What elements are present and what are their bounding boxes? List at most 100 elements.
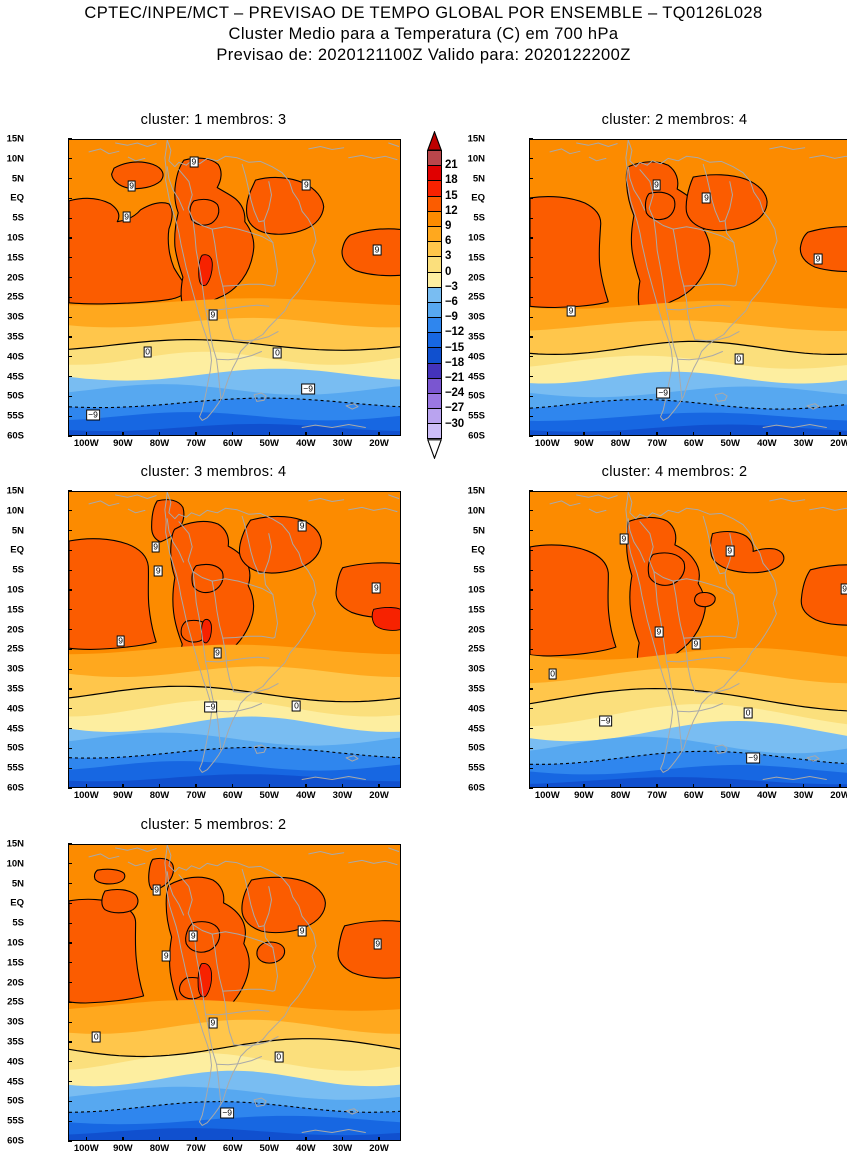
x-axis-label: 70W bbox=[186, 438, 206, 449]
y-axis-tick bbox=[68, 257, 72, 259]
y-axis-tick bbox=[68, 316, 72, 318]
y-axis-tick bbox=[529, 708, 533, 710]
panel-cluster-4[interactable]: cluster: 4 membros: 2 9 9 9 9 9 0 0 −9 −9 15N 10N 5N… bbox=[468, 464, 847, 801]
y-axis-label: 50S bbox=[7, 1095, 24, 1107]
y-axis-tick bbox=[529, 316, 533, 318]
y-axis-label: 35S bbox=[468, 331, 485, 343]
y-axis-tick bbox=[529, 415, 533, 417]
contour-label: 9 bbox=[840, 583, 847, 595]
contour-label: 9 bbox=[208, 309, 218, 321]
panel-cluster-1[interactable]: cluster: 1 membros: 3 9 9 9 9 9 9 0 0 −9 −9 15N 10N 5… bbox=[7, 112, 401, 449]
contour-label: 9 bbox=[372, 244, 382, 256]
y-axis-label: 5S bbox=[473, 212, 485, 224]
x-axis-label: 90W bbox=[113, 790, 133, 801]
y-axis-label: 25S bbox=[7, 996, 24, 1008]
x-axis-tick bbox=[85, 432, 87, 436]
x-axis-tick bbox=[692, 784, 695, 788]
y-axis-label: 20S bbox=[7, 272, 24, 284]
y-axis-label: 60S bbox=[7, 1135, 24, 1147]
y-axis-label: 15N bbox=[6, 485, 24, 497]
contour-label: 0 bbox=[143, 346, 152, 358]
x-axis-label: 100W bbox=[73, 1143, 99, 1154]
y-axis-label: 60S bbox=[468, 430, 485, 442]
y-axis-tick bbox=[68, 648, 72, 651]
map-plot-area[interactable]: 9 9 9 9 9 0 0 −9 −9 bbox=[529, 491, 847, 788]
x-axis-tick bbox=[656, 432, 658, 436]
contour-label: −9 bbox=[598, 715, 613, 727]
colorbar-tick-label: 3 bbox=[445, 250, 452, 263]
x-axis-tick bbox=[305, 1137, 307, 1141]
colorbar-swatch bbox=[427, 150, 442, 166]
colorbar-swatch bbox=[427, 317, 442, 333]
panel-cluster-5[interactable]: cluster: 5 membros: 2 9 9 9 9 9 9 0 0 −9 15N 10N 5N E… bbox=[7, 817, 401, 1154]
x-axis-label: 80W bbox=[149, 1143, 170, 1154]
y-axis-label: 10N bbox=[6, 858, 24, 870]
colorbar-swatch bbox=[427, 241, 442, 257]
y-axis-tick bbox=[68, 435, 72, 437]
y-axis-label: 5S bbox=[12, 917, 24, 929]
x-axis-label: 30W bbox=[332, 790, 353, 801]
contour-label: 9 bbox=[152, 884, 161, 896]
x-axis-tick bbox=[305, 432, 307, 436]
x-axis-tick bbox=[656, 784, 658, 788]
y-axis-label: 25S bbox=[7, 643, 24, 655]
y-axis-label: 35S bbox=[7, 683, 24, 695]
y-axis-label: 25S bbox=[468, 291, 485, 303]
x-axis-label: 20W bbox=[830, 790, 847, 801]
map-plot-area[interactable]: 9 9 9 9 9 9 −9 0 bbox=[68, 491, 401, 788]
y-axis-tick bbox=[529, 138, 533, 140]
x-axis-tick bbox=[341, 1137, 344, 1141]
y-axis-tick bbox=[68, 549, 72, 552]
y-axis-label: 55S bbox=[7, 762, 24, 774]
y-axis-label: 10S bbox=[468, 584, 485, 596]
y-axis-label: EQ bbox=[471, 192, 485, 204]
colorbar-bottom-arrow bbox=[427, 439, 442, 460]
x-axis-tick bbox=[378, 784, 380, 788]
panel-cluster-3[interactable]: cluster: 3 membros: 4 9 9 9 9 9 9 −9 0 15N 10N 5N EQ… bbox=[7, 464, 401, 801]
y-axis-label: 45S bbox=[468, 723, 485, 735]
x-axis-tick bbox=[195, 1137, 197, 1141]
map-plot-area[interactable]: 9 9 9 9 9 9 0 0 −9 −9 bbox=[68, 139, 401, 436]
contour-label: 9 bbox=[188, 930, 198, 942]
contour-label: −9 bbox=[220, 1107, 235, 1119]
x-axis-label: 20W bbox=[369, 438, 389, 449]
x-axis-label: 50W bbox=[259, 1143, 280, 1154]
contour-label: 0 bbox=[734, 353, 744, 365]
y-axis-tick bbox=[529, 609, 533, 611]
y-axis-label: 5N bbox=[472, 173, 485, 185]
x-axis-tick bbox=[85, 784, 87, 788]
y-axis-tick bbox=[68, 375, 72, 378]
chart-header: CPTEC/INPE/MCT – PREVISAO DE TEMPO GLOBA… bbox=[0, 0, 847, 66]
y-axis-label: 50S bbox=[7, 742, 24, 754]
y-axis-label: 40S bbox=[7, 1056, 24, 1068]
x-axis-tick bbox=[231, 1137, 234, 1141]
y-axis-tick bbox=[529, 158, 533, 160]
x-axis-label: 40W bbox=[296, 438, 316, 449]
x-axis-tick bbox=[268, 784, 270, 788]
map-plot-area[interactable]: 9 9 9 9 0 −9 bbox=[529, 139, 847, 436]
y-axis-tick bbox=[68, 708, 72, 710]
colorbar-swatch bbox=[427, 195, 442, 211]
y-axis-tick bbox=[68, 217, 72, 219]
y-axis-tick bbox=[68, 237, 72, 239]
y-axis-tick bbox=[68, 1061, 72, 1063]
x-axis-label: 40W bbox=[296, 1143, 316, 1154]
y-axis-tick bbox=[68, 158, 72, 160]
y-axis-tick bbox=[68, 767, 72, 769]
y-axis-tick bbox=[68, 922, 72, 924]
x-axis-tick bbox=[802, 784, 805, 788]
x-axis-label: 80W bbox=[610, 790, 631, 801]
y-axis-label: 10N bbox=[6, 153, 24, 165]
colorbar-top-arrow bbox=[427, 130, 442, 151]
x-axis-label: 50W bbox=[720, 790, 741, 801]
y-axis-label: 15N bbox=[467, 485, 485, 497]
y-axis-tick bbox=[529, 747, 533, 750]
y-axis-tick bbox=[529, 296, 533, 299]
colorbar-tick-label: −6 bbox=[445, 296, 458, 308]
x-axis-tick bbox=[583, 784, 585, 788]
y-axis-tick bbox=[68, 962, 72, 964]
map-plot-area[interactable]: 9 9 9 9 9 9 0 0 −9 bbox=[68, 844, 401, 1141]
contour-label: 9 bbox=[122, 211, 131, 223]
x-axis-tick bbox=[619, 432, 622, 436]
panel-cluster-2[interactable]: cluster: 2 membros: 4 9 9 9 9 0 −9 15N 10N 5N EQ 5S… bbox=[468, 112, 847, 449]
